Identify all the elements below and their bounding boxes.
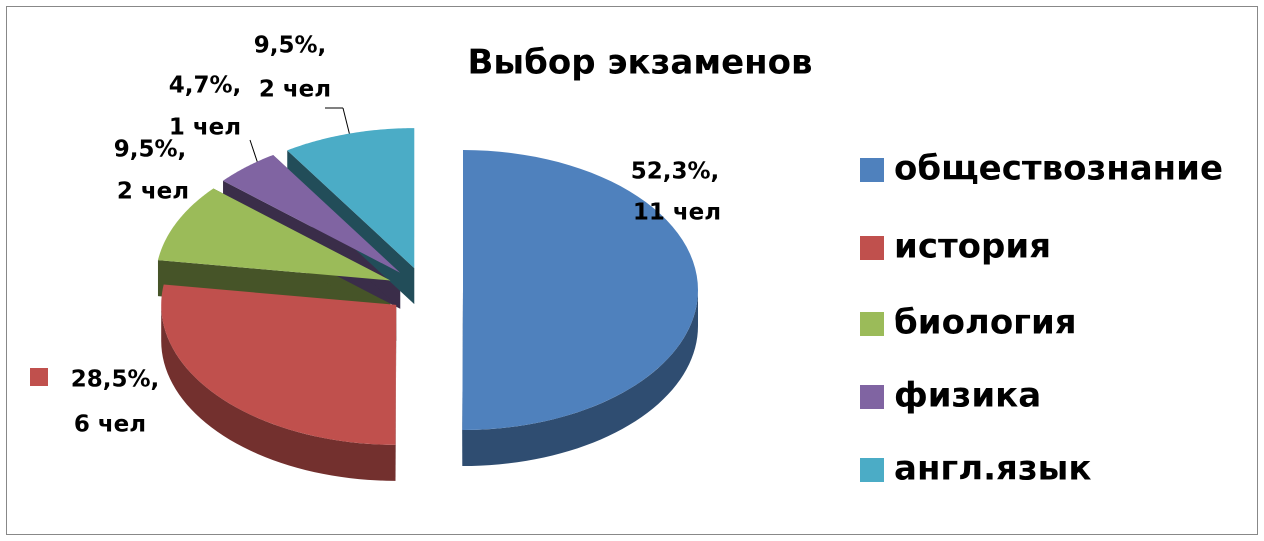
chart-title: Выбор экзаменов xyxy=(467,43,812,83)
legend-label: англ.язык xyxy=(894,449,1091,489)
data-label: 11 чел xyxy=(633,200,721,226)
pie-slice xyxy=(157,188,391,281)
legend-swatch xyxy=(860,458,884,482)
data-label: 4,7%, xyxy=(169,73,242,99)
legend-swatch xyxy=(860,385,884,409)
data-label: 28,5%, xyxy=(71,367,160,393)
slice-wall xyxy=(161,304,396,481)
legend-label: история xyxy=(894,227,1051,267)
slice-wall xyxy=(462,290,698,467)
pie-tops xyxy=(157,128,698,445)
pie-slice xyxy=(287,128,415,269)
slice-top xyxy=(161,284,397,445)
slice-top xyxy=(157,188,391,281)
data-label: 9,5%, xyxy=(114,137,187,163)
data-label: 6 чел xyxy=(74,412,146,438)
slice-top xyxy=(223,154,401,273)
data-label: 52,3%, xyxy=(631,159,720,185)
data-label: 2 чел xyxy=(117,179,189,205)
label-key xyxy=(30,368,48,386)
slice-face xyxy=(395,304,397,481)
pie-slice xyxy=(462,150,698,431)
slice-top xyxy=(287,128,415,269)
legend-swatch xyxy=(860,236,884,260)
slice-top xyxy=(462,150,698,431)
legend-label: обществознание xyxy=(894,149,1223,189)
pie-slice xyxy=(223,154,401,273)
pie-slice xyxy=(161,284,397,445)
data-label: 2 чел xyxy=(259,77,331,103)
legend-swatch xyxy=(860,158,884,182)
data-label: 1 чел xyxy=(169,115,241,141)
data-label: 9,5%, xyxy=(254,33,327,59)
legend-label: физика xyxy=(894,376,1041,416)
legend-label: биология xyxy=(894,303,1077,343)
legend-swatch xyxy=(860,312,884,336)
